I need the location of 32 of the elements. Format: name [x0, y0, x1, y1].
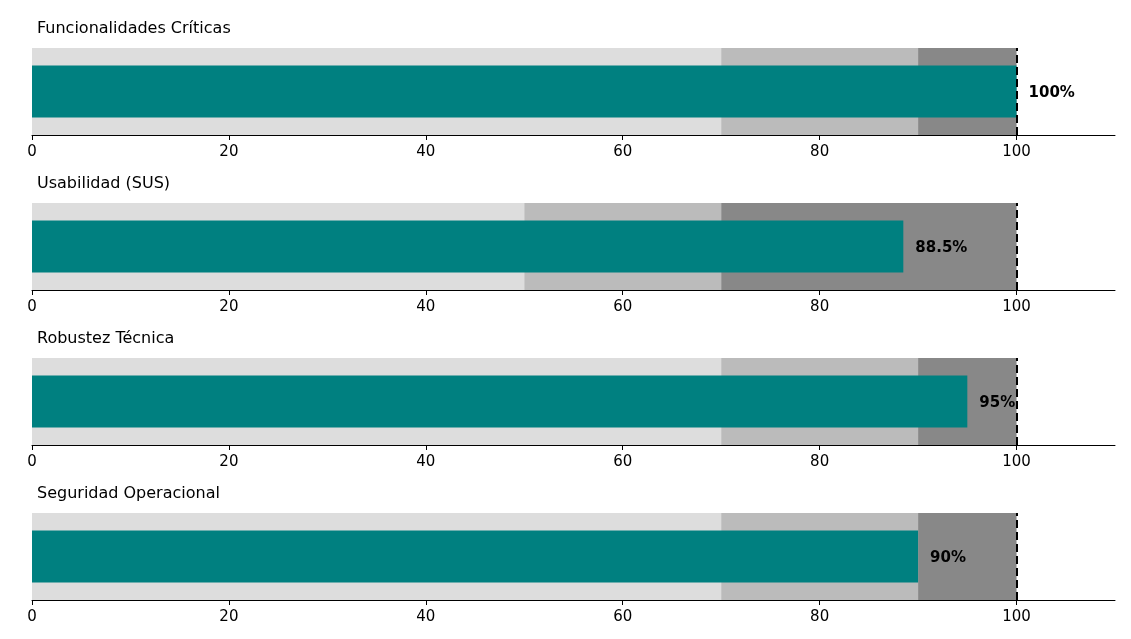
x-tick-label: 0: [27, 141, 37, 160]
data-label: 88.5%: [915, 237, 968, 256]
x-tick-label: 20: [219, 606, 239, 625]
x-tick-label: 40: [416, 606, 436, 625]
data-label: 100%: [1028, 82, 1075, 101]
x-tick-label: 80: [810, 451, 830, 470]
x-tick-label: 40: [416, 296, 436, 315]
x-tick-label: 100: [1002, 606, 1031, 625]
x-tick-label: 40: [416, 141, 436, 160]
x-tick-label: 0: [27, 606, 37, 625]
x-tick-label: 100: [1002, 451, 1031, 470]
data-label: 90%: [930, 547, 966, 566]
chart-title: Funcionalidades Críticas: [37, 17, 231, 37]
x-tick-label: 80: [810, 606, 830, 625]
x-tick-label: 80: [810, 141, 830, 160]
x-tick-label: 100: [1002, 141, 1031, 160]
x-tick-label: 80: [810, 296, 830, 315]
x-tick-label: 60: [613, 141, 633, 160]
x-tick-label: 60: [613, 606, 633, 625]
x-tick-label: 20: [219, 451, 239, 470]
data-label: 95%: [979, 392, 1016, 411]
chart-title: Usabilidad (SUS): [37, 172, 171, 192]
x-tick-label: 20: [219, 296, 239, 315]
x-tick-label: 0: [27, 296, 37, 315]
chart-title: Seguridad Operacional: [37, 482, 220, 502]
x-tick-label: 60: [613, 451, 633, 470]
x-tick-label: 0: [27, 451, 37, 470]
x-tick-label: 40: [416, 451, 436, 470]
x-tick-label: 60: [613, 296, 633, 315]
x-tick-label: 20: [219, 141, 239, 160]
x-tick-label: 100: [1002, 296, 1031, 315]
chart-title: Robustez Técnica: [37, 327, 175, 347]
